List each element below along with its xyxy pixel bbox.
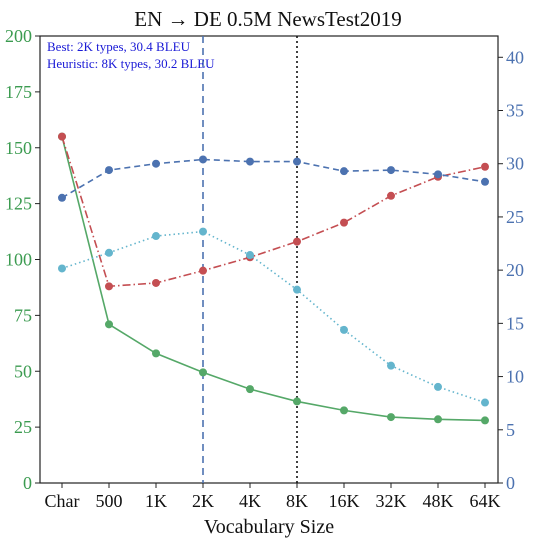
series-1-point-5 <box>293 237 301 246</box>
series-2-point-0 <box>58 264 66 273</box>
series-1-point-7 <box>387 191 395 200</box>
x-tick-label: 64K <box>470 491 501 511</box>
series-0-point-2 <box>152 349 160 358</box>
left-tick-label: 200 <box>5 26 32 46</box>
series-0-point-3 <box>199 368 207 377</box>
right-tick-label: 25 <box>506 207 524 227</box>
series-2-point-4 <box>246 251 254 260</box>
x-tick-label: 48K <box>423 491 454 511</box>
series-3-point-3 <box>199 155 207 164</box>
series-1-point-3 <box>199 266 207 275</box>
series-3-point-2 <box>152 159 160 168</box>
series-0-point-7 <box>387 413 395 422</box>
right-tick-label: 0 <box>506 473 515 493</box>
series-3-point-0 <box>58 193 66 202</box>
series-2-point-5 <box>293 285 301 294</box>
x-tick-label: 16K <box>329 491 360 511</box>
x-tick-label: 8K <box>286 491 308 511</box>
left-tick-label: 100 <box>5 250 32 270</box>
plot-frame <box>39 35 499 484</box>
right-tick-label: 5 <box>506 420 515 440</box>
series-1-line <box>61 136 486 288</box>
series-3-point-7 <box>387 166 395 175</box>
right-tick-label: 40 <box>506 47 524 67</box>
series-0-point-5 <box>293 397 301 406</box>
left-tick-label: 0 <box>23 473 32 493</box>
series-3-point-8 <box>434 170 442 179</box>
x-tick-label: 32K <box>376 491 407 511</box>
right-tick-label: 15 <box>506 313 524 333</box>
series-2-point-8 <box>434 382 442 391</box>
right-tick-label: 20 <box>506 260 524 280</box>
series-3-point-6 <box>340 167 348 176</box>
annotation-best: Best: 2K types, 30.4 BLEU <box>47 39 191 54</box>
x-tick-label: 4K <box>239 491 261 511</box>
right-tick-label: 35 <box>506 101 524 121</box>
left-tick-label: 125 <box>5 194 32 214</box>
right-tick-label: 10 <box>506 367 524 387</box>
series-0-point-1 <box>105 320 113 329</box>
series-2-point-1 <box>105 248 113 257</box>
series-1-point-0 <box>58 132 66 141</box>
left-tick-label: 50 <box>14 361 32 381</box>
series-3-point-9 <box>481 177 489 186</box>
series-3-point-1 <box>105 166 113 175</box>
x-tick-label: Char <box>45 491 80 511</box>
series-2-point-6 <box>340 325 348 334</box>
series-3-point-4 <box>246 157 254 166</box>
x-axis-label: Vocabulary Size <box>204 516 334 538</box>
chart-title: EN → DE 0.5M NewsTest2019 <box>134 7 401 31</box>
series-0-point-6 <box>340 406 348 415</box>
left-tick-label: 75 <box>14 305 32 325</box>
series-2-line <box>61 230 486 404</box>
series-2-point-2 <box>152 232 160 241</box>
series-2-point-7 <box>387 361 395 370</box>
series-1-point-6 <box>340 218 348 227</box>
x-tick-label: 500 <box>96 491 123 511</box>
left-tick-label: 175 <box>5 82 32 102</box>
right-tick-label: 30 <box>506 154 524 174</box>
series-2-point-9 <box>481 398 489 407</box>
series-1-point-2 <box>152 278 160 287</box>
series-2-point-3 <box>199 227 207 236</box>
series-3-line <box>61 158 486 199</box>
series-0-line <box>61 136 486 422</box>
series-0-point-9 <box>481 416 489 425</box>
x-tick-label: 1K <box>145 491 167 511</box>
series-0-point-4 <box>246 385 254 394</box>
x-tick-label: 2K <box>192 491 214 511</box>
series-1-point-9 <box>481 162 489 171</box>
left-tick-label: 150 <box>5 138 32 158</box>
series-0-point-8 <box>434 415 442 424</box>
annotation-heuristic: Heuristic: 8K types, 30.2 BLEU <box>47 56 215 71</box>
series-1-point-1 <box>105 282 113 291</box>
left-tick-label: 25 <box>14 417 32 437</box>
series-3-point-5 <box>293 157 301 166</box>
